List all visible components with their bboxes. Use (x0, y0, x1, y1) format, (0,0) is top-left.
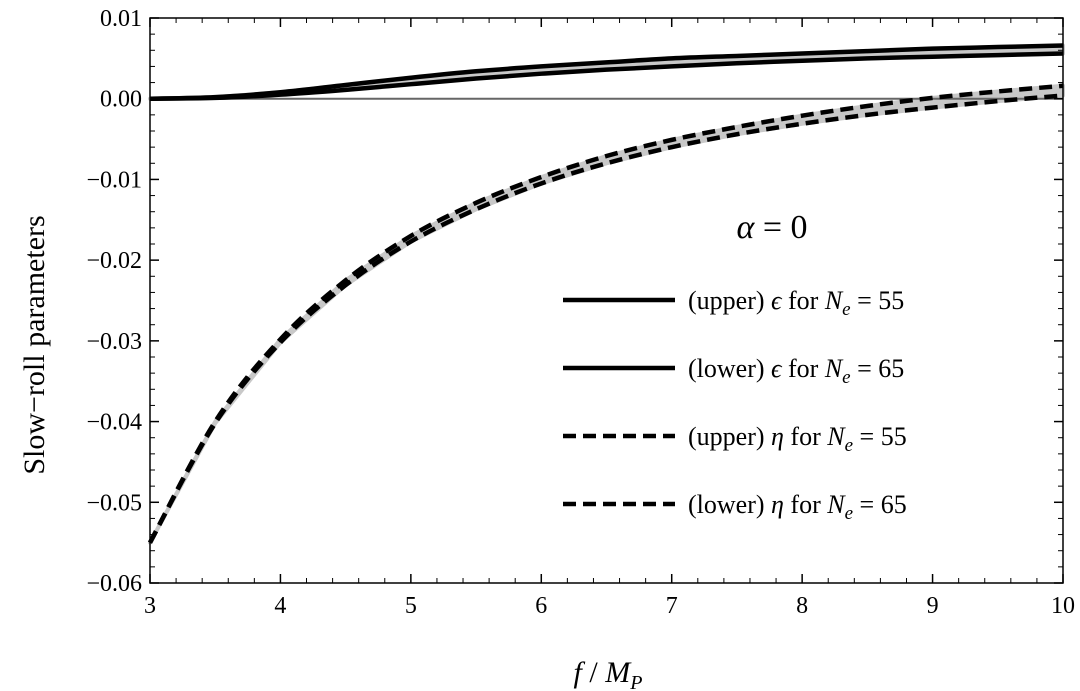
legend-label-3: (upper) η for Ne = 55 (688, 422, 907, 456)
x-axis-title-sep: / (582, 656, 605, 689)
legend-label-2: (lower) ϵ for Ne = 65 (688, 354, 904, 388)
y-tick-label: −0.01 (86, 167, 142, 193)
series-line-1 (149, 43, 1064, 101)
x-axis: 3 4 5 6 7 8 9 10 (144, 18, 1075, 619)
x-tick-label: 4 (274, 593, 286, 619)
alpha-annotation: α = 0 (736, 209, 807, 246)
y-tick-label: −0.05 (86, 490, 142, 516)
x-axis-title-unit-sub: P (629, 672, 642, 691)
x-tick-label: 5 (405, 593, 417, 619)
x-axis-title: f / MP (574, 656, 643, 691)
x-axis-title-unit: M (604, 656, 632, 689)
series-line-4 (148, 93, 1064, 544)
x-tick-label: 7 (666, 593, 678, 619)
x-tick-label: 10 (1051, 593, 1075, 619)
alpha-symbol: α (736, 209, 755, 246)
x-tick-label: 6 (535, 593, 547, 619)
y-axis: 0.01 0.00 −0.01 −0.02 −0.03 −0.04 −0.05 −0.06 (86, 6, 1063, 597)
y-tick-label: −0.06 (86, 571, 142, 597)
x-tick-label: 9 (927, 593, 939, 619)
legend: (upper) ϵ for Ne = 55 (lower) ϵ for Ne = … (563, 286, 907, 524)
x-tick-label: 3 (144, 593, 156, 619)
series-line-2 (149, 51, 1064, 101)
series-lines (148, 43, 1064, 544)
series-line-3 (148, 83, 1064, 544)
alpha-value: = 0 (754, 209, 807, 246)
y-tick-label: 0.00 (100, 87, 142, 113)
y-tick-label: −0.03 (86, 329, 142, 355)
y-axis-title: Slow−roll parameters (18, 215, 51, 474)
legend-label-1: (upper) ϵ for Ne = 55 (688, 286, 904, 320)
x-tick-label: 8 (796, 593, 808, 619)
legend-label-4: (lower) η for Ne = 65 (688, 490, 907, 524)
y-tick-label: −0.02 (86, 248, 142, 274)
y-tick-label: −0.04 (86, 410, 142, 436)
series-bands (148, 43, 1065, 545)
plot-frame (149, 17, 1064, 584)
y-tick-label: 0.01 (100, 6, 142, 32)
